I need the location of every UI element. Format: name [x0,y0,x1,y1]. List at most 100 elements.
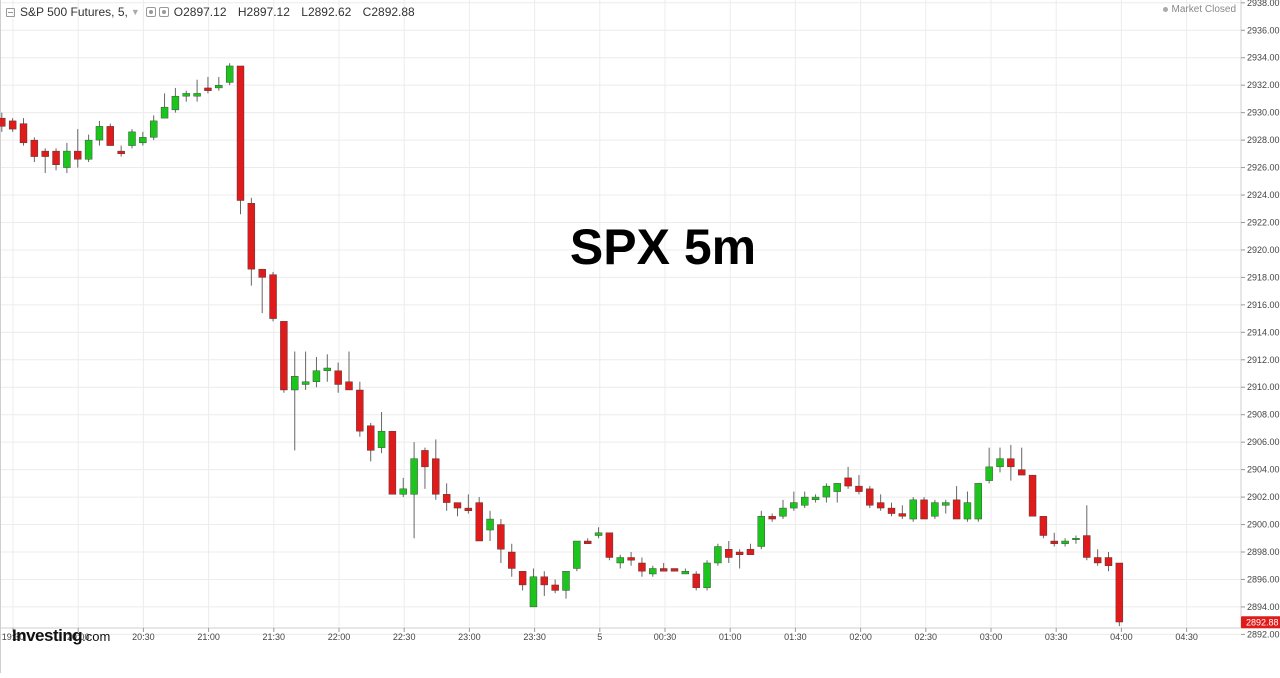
x-tick-label: 22:00 [328,632,351,642]
candle [432,439,440,500]
visibility-icon[interactable] [145,7,156,17]
candle-body [225,65,234,83]
candle [367,422,375,462]
x-tick-label: 02:30 [915,632,938,642]
candle [269,271,277,322]
candle [345,351,353,391]
candle-body [584,540,592,544]
y-tick-label: 2902.00 [1247,492,1280,502]
candle-body [1104,557,1113,566]
candle [551,579,559,594]
candle-body [345,381,353,391]
candle [779,499,787,520]
candle [996,447,1004,473]
candle [735,549,744,569]
candle [811,494,820,503]
candle [855,475,863,495]
candle-body [106,126,115,146]
instrument-name: S&P 500 Futures, 5, [20,5,128,19]
x-tick-label: 19:30 [2,632,25,642]
x-tick-label: 00:30 [654,632,677,642]
market-status-label: Market Closed [1171,4,1236,15]
candle-body [1018,469,1026,476]
candle [171,87,180,113]
candle [801,491,809,509]
candle-body [1083,535,1091,558]
candle-body [171,95,180,111]
candle [247,197,256,286]
y-tick-label: 2924.00 [1247,190,1280,200]
settings-icon[interactable] [158,7,169,17]
y-tick-label: 2892.00 [1247,629,1280,639]
collapse-icon[interactable] [6,7,15,17]
candle [844,466,852,489]
candle-body [931,502,939,517]
candle [475,497,483,542]
investing-logo[interactable]: Investing.com [12,626,110,646]
y-tick-label: 2932.00 [1247,80,1280,90]
open-key: O [173,5,184,19]
candle [193,79,201,102]
x-tick-label: 5 [597,632,602,642]
candle-body [594,532,603,536]
close-value: 2892.88 [371,5,415,19]
candle-body [876,502,885,509]
candle-body [952,499,961,520]
candle [399,477,407,498]
candle [757,510,765,550]
candle [833,483,841,503]
candle [529,568,538,608]
last-price-value: 2892.88 [1246,617,1279,627]
candle-body [19,123,28,144]
candle [291,351,299,451]
candle-body [280,321,288,391]
candle [117,145,125,157]
y-tick-label: 2936.00 [1247,25,1280,35]
chart-header: S&P 500 Futures, 5, ▼ O2897.12 H2897.12 … [6,3,423,21]
candle-body [30,139,39,157]
candle [63,142,71,174]
chevron-down-icon[interactable]: ▼ [130,7,140,17]
candle-body [1061,540,1069,544]
candle [1115,562,1124,627]
ohlc-values: O2897.12 H2897.12 L2892.62 C2892.88 [174,5,423,19]
candle [204,76,212,94]
candle-body [52,150,60,166]
status-dot-icon [1162,6,1168,12]
candle [562,571,570,599]
candle-body [334,370,342,385]
candle [497,519,505,563]
candle [616,554,624,569]
candle [258,268,266,314]
candle [974,483,982,522]
x-tick-label: 21:30 [263,632,286,642]
candle-body [442,494,451,503]
candle-body [269,274,277,319]
candle-body [562,571,570,591]
candle-body [1028,474,1037,517]
candle [486,510,494,542]
candle [725,541,733,563]
candle [866,486,874,509]
candle-body [1115,562,1124,623]
candle-body [63,150,71,168]
candle-body [703,562,711,588]
candle [442,483,451,511]
candle [659,562,668,572]
candle-body [367,425,375,451]
candle-body [301,381,310,385]
candle [963,491,972,522]
candle [464,494,473,514]
candle-body [659,568,668,572]
candle-body [0,117,6,127]
candle-body [518,571,527,586]
candle-body [996,458,1004,468]
candle-body [909,499,917,520]
candle-body [356,389,364,432]
candle [746,543,755,555]
x-tick-label: 03:00 [980,632,1003,642]
candle-body [388,430,397,495]
candle-body [692,573,700,588]
